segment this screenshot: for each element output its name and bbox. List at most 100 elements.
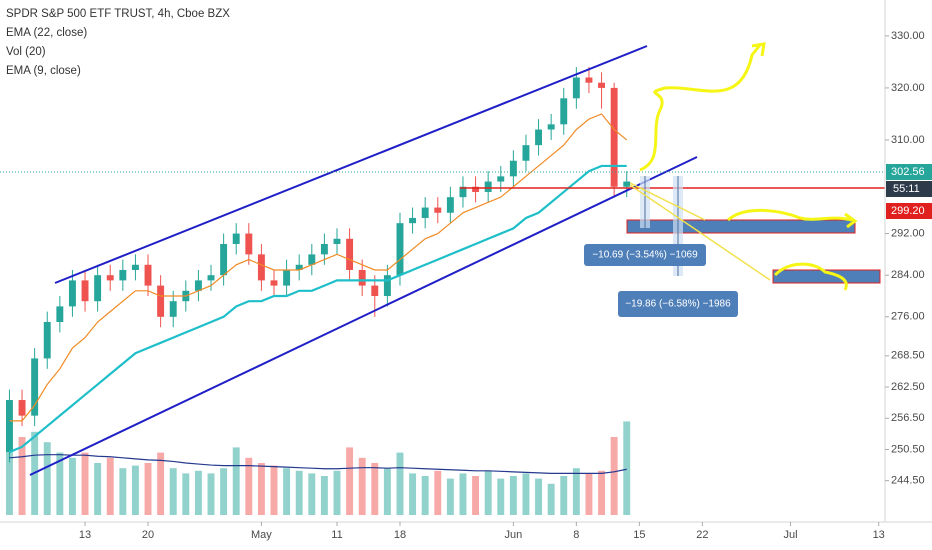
- candle-body: [472, 186, 480, 192]
- x-tick-label: 8: [573, 529, 579, 541]
- projection: [629, 182, 771, 281]
- volume-bar: [434, 470, 442, 515]
- candle-body: [409, 217, 417, 224]
- volume-bar: [598, 470, 606, 515]
- candle-body: [18, 400, 26, 416]
- candle-body: [157, 285, 165, 317]
- candle-body: [144, 264, 152, 286]
- target-box: [772, 269, 881, 284]
- candle-body: [333, 238, 341, 244]
- y-tick-label: 256.50: [891, 412, 925, 424]
- volume-bar: [509, 476, 517, 515]
- x-tick-label: 15: [633, 529, 645, 541]
- x-tick-label: 11: [331, 529, 342, 541]
- badge-text: 55:11: [893, 183, 920, 195]
- volume-bar: [610, 437, 618, 515]
- volume-bar: [308, 473, 316, 515]
- volume-bar: [522, 473, 530, 515]
- volume-bar: [43, 442, 51, 515]
- candle-body: [31, 358, 39, 416]
- volume-bar: [472, 476, 480, 515]
- candle-body: [383, 275, 391, 296]
- annotation-box: [618, 291, 738, 317]
- candle-body: [598, 82, 606, 88]
- volume-bar: [194, 470, 202, 515]
- price-badges: 302.56 55:11 299.20: [886, 164, 932, 219]
- candle-body: [220, 243, 228, 276]
- x-tick-label: Jun: [504, 529, 522, 541]
- candle-body: [547, 124, 555, 130]
- volume-bar: [623, 421, 631, 515]
- candle-body: [396, 223, 404, 276]
- candle-body: [446, 197, 454, 213]
- scribble: [639, 42, 766, 172]
- y-tick-label: 250.50: [891, 443, 925, 455]
- ema22-line: [9, 164, 627, 454]
- legend-item: EMA (22, close): [6, 27, 87, 39]
- volume-bar: [131, 465, 139, 515]
- candle-body: [257, 254, 265, 281]
- volume-bar: [560, 476, 568, 515]
- candle-body: [535, 129, 543, 146]
- candle-body: [94, 275, 102, 302]
- volume-bar: [459, 473, 467, 515]
- candle-body: [43, 322, 51, 359]
- x-tick-label: 22: [696, 529, 708, 541]
- candle-body: [346, 238, 354, 270]
- volume-bar: [409, 473, 417, 515]
- drawings: −10.69 (−3.54%) −1069 −19.86 (−6.58%) −1…: [0, 42, 885, 476]
- y-tick-label: 284.00: [891, 269, 925, 281]
- y-tick-label: 310.00: [891, 134, 925, 146]
- candle-body: [68, 280, 76, 307]
- candle-body: [434, 207, 442, 213]
- volume-bar: [169, 468, 177, 515]
- candle-body: [56, 306, 64, 323]
- candle-body: [308, 254, 316, 265]
- candle-body: [81, 280, 89, 302]
- x-tick-label: May: [251, 529, 272, 541]
- candle-body: [459, 186, 467, 198]
- candle-body: [106, 275, 114, 281]
- candle-body: [207, 275, 215, 281]
- candle-body: [610, 87, 618, 187]
- volume-bar: [333, 470, 341, 515]
- volume-bar: [572, 468, 580, 515]
- volume-bar: [245, 457, 253, 515]
- legend-item: Vol (20): [6, 46, 46, 58]
- candle-body: [585, 77, 593, 83]
- y-tick-label: 268.50: [891, 350, 925, 362]
- x-tick-label: 18: [394, 529, 406, 541]
- volume-bar: [358, 457, 366, 515]
- candle-body: [194, 280, 202, 291]
- annotation-text: −19.86 (−6.58%) −1986: [625, 299, 731, 310]
- y-tick-label: 320.00: [891, 82, 925, 94]
- candle-body: [320, 243, 328, 255]
- volume-bar: [295, 470, 303, 515]
- volume-bar: [535, 478, 543, 515]
- y-tick-label: 330.00: [891, 30, 925, 42]
- candle-body: [560, 98, 568, 125]
- volume-bar: [547, 483, 555, 515]
- x-tick-label: 13: [873, 529, 885, 541]
- candle-body: [484, 181, 492, 192]
- volume-bar: [119, 468, 127, 515]
- candle-body: [270, 280, 278, 286]
- volume-bar: [18, 437, 26, 515]
- candle-body: [371, 285, 379, 296]
- volume-bar: [421, 476, 429, 515]
- annotation: −10.69 (−3.54%) −1069 −19.86 (−6.58%) −1…: [584, 244, 738, 317]
- badge: [886, 181, 932, 197]
- volume-bar: [320, 476, 328, 515]
- plot-area: [5, 67, 631, 515]
- candle-body: [509, 160, 517, 177]
- volume-bar: [585, 473, 593, 515]
- volume-bar: [207, 473, 215, 515]
- volume-ma-line: [9, 454, 627, 474]
- target-box: [626, 219, 856, 234]
- candle-body: [421, 207, 429, 218]
- channel-bottom: [29, 156, 698, 476]
- candle-body: [623, 181, 631, 187]
- annotation-text: −10.69 (−3.54%) −1069: [592, 250, 698, 261]
- volume-bar: [257, 463, 265, 515]
